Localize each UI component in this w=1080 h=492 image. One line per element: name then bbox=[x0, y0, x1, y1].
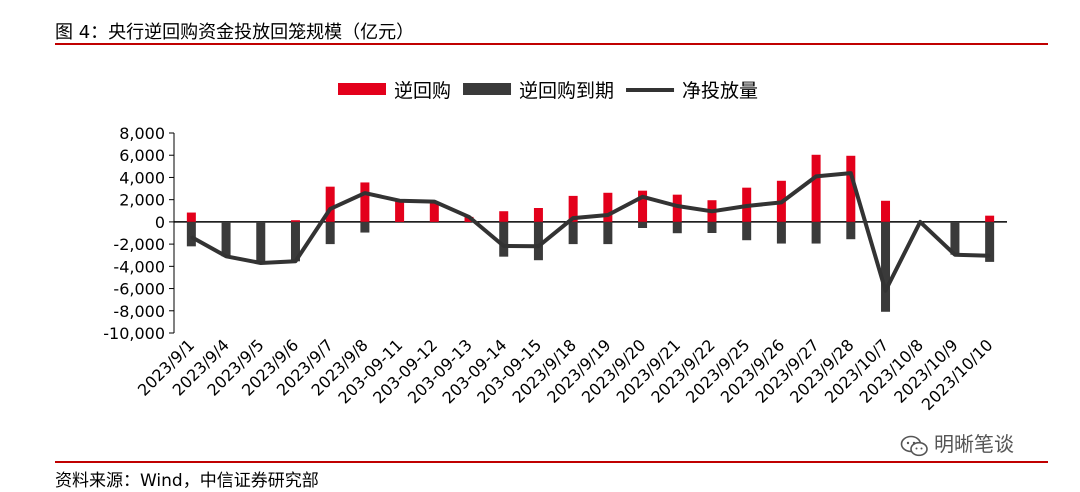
bar-reverse-repo bbox=[395, 200, 405, 222]
bar-reverse-repo bbox=[811, 154, 821, 222]
net-point bbox=[190, 236, 193, 238]
bar-reverse-repo bbox=[360, 182, 370, 222]
bar-reverse-repo bbox=[672, 194, 682, 222]
footer-rule bbox=[55, 461, 1048, 463]
net-point bbox=[815, 175, 818, 178]
bar-maturity bbox=[638, 221, 648, 228]
bar-reverse-repo bbox=[290, 220, 300, 222]
net-point bbox=[502, 245, 505, 247]
net-point bbox=[398, 199, 401, 202]
y-tick-label: -8,000 bbox=[113, 302, 165, 321]
net-point bbox=[433, 200, 436, 203]
bar-reverse-repo bbox=[186, 212, 196, 222]
bar-maturity bbox=[811, 221, 821, 244]
y-tick-label: -4,000 bbox=[113, 257, 165, 276]
bar-reverse-repo bbox=[499, 211, 509, 222]
net-point bbox=[294, 260, 297, 263]
bar-reverse-repo bbox=[881, 200, 891, 222]
y-tick-label: 0 bbox=[155, 213, 165, 232]
net-point bbox=[953, 253, 956, 256]
net-point bbox=[537, 245, 540, 248]
net-point bbox=[363, 192, 366, 195]
bar-reverse-repo bbox=[603, 192, 613, 222]
chart: 8,000 6,000 4,000 2,000 0 -2,000 -4,000 -6,000 -… bbox=[103, 80, 1007, 414]
net-point bbox=[676, 205, 679, 207]
net-point bbox=[606, 214, 609, 216]
legend-swatch bbox=[338, 83, 386, 95]
net-point bbox=[225, 255, 228, 258]
bar-reverse-repo bbox=[846, 155, 856, 222]
bar-maturity bbox=[846, 221, 856, 240]
net-point bbox=[641, 195, 644, 198]
bar-maturity bbox=[186, 221, 196, 247]
net-line bbox=[190, 171, 990, 293]
bar-maturity bbox=[776, 221, 786, 244]
y-tick-label: 8,000 bbox=[119, 124, 165, 143]
net-point bbox=[745, 205, 748, 207]
bar-maturity bbox=[672, 221, 682, 234]
bar-maturity bbox=[568, 221, 578, 245]
title-rule bbox=[55, 43, 1048, 45]
bar-maturity bbox=[742, 221, 752, 241]
bar-maturity bbox=[881, 221, 891, 312]
net-point bbox=[849, 172, 852, 175]
bar-reverse-repo bbox=[325, 186, 335, 222]
bar-maturity bbox=[533, 221, 543, 261]
bar-maturity bbox=[325, 221, 335, 245]
legend-label: 净投放量 bbox=[682, 80, 758, 102]
source-note: 资料来源：Wind，中信证券研究部 bbox=[55, 471, 319, 491]
y-tick-label: -10,000 bbox=[103, 324, 165, 343]
y-axis: 8,000 6,000 4,000 2,000 0 -2,000 -4,000 -6,000 -… bbox=[103, 124, 1007, 343]
bar-maturity bbox=[256, 221, 266, 263]
net-point bbox=[468, 215, 471, 218]
legend-swatch bbox=[463, 83, 512, 95]
net-point bbox=[780, 201, 783, 204]
bar-reverse-repo bbox=[568, 195, 578, 222]
net-point bbox=[884, 289, 887, 292]
y-tick-label: -2,000 bbox=[113, 235, 165, 254]
net-point bbox=[710, 210, 713, 213]
legend-label: 逆回购到期 bbox=[519, 80, 614, 102]
net-point bbox=[329, 207, 332, 210]
x-axis: 2023/9/12023/9/42023/9/52023/9/62023/9/7… bbox=[134, 335, 997, 414]
bar-maturity bbox=[985, 221, 995, 262]
wechat-icon bbox=[900, 435, 928, 456]
watermark: 明晰笔谈 bbox=[900, 428, 1014, 457]
bar-maturity bbox=[290, 221, 300, 262]
bar-reverse-repo bbox=[429, 201, 439, 222]
bar-maturity bbox=[950, 221, 960, 255]
bar-maturity bbox=[360, 221, 370, 233]
net-point bbox=[572, 217, 575, 220]
bar-maturity bbox=[707, 221, 717, 233]
bar-reverse-repo bbox=[638, 190, 648, 222]
bar-series bbox=[186, 154, 995, 312]
legend: 逆回购 逆回购到期 净投放量 bbox=[338, 80, 758, 102]
legend-label: 逆回购 bbox=[394, 80, 451, 102]
net-point bbox=[988, 254, 991, 257]
y-tick-label: 6,000 bbox=[119, 146, 165, 165]
bar-reverse-repo bbox=[985, 215, 995, 222]
net-point bbox=[259, 262, 262, 264]
bar-maturity bbox=[603, 221, 613, 245]
net-point bbox=[919, 220, 922, 223]
bar-maturity bbox=[499, 221, 509, 257]
y-tick-label: 4,000 bbox=[119, 168, 165, 187]
figure-title: 图 4：央行逆回购资金投放回笼规模（亿元） bbox=[55, 22, 415, 43]
watermark-text: 明晰笔谈 bbox=[934, 432, 1014, 456]
net-line-series bbox=[190, 171, 991, 293]
bar-maturity bbox=[221, 221, 231, 257]
bar-reverse-repo bbox=[533, 208, 543, 222]
y-tick-label: -6,000 bbox=[113, 280, 165, 299]
y-tick-label: 2,000 bbox=[119, 191, 165, 210]
